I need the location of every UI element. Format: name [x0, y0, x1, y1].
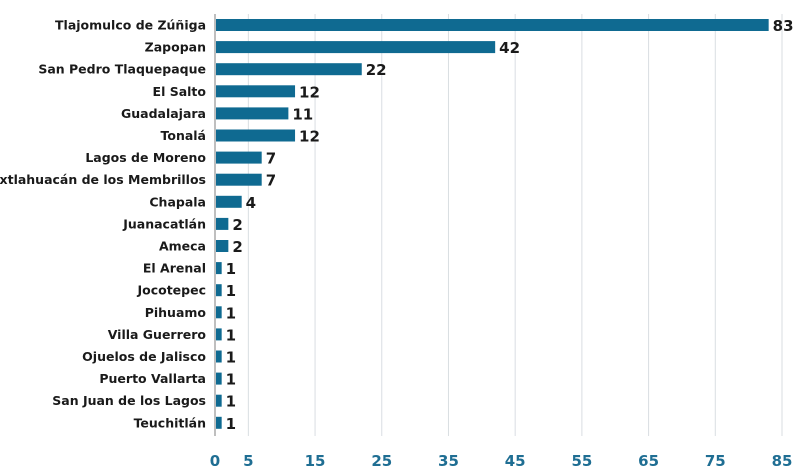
- bar: [216, 328, 222, 341]
- bar: [216, 195, 242, 208]
- x-tick-label-0: 0: [210, 452, 220, 470]
- bars: [216, 19, 769, 429]
- bar: [216, 306, 222, 319]
- x-tick-label-45: 45: [505, 452, 526, 470]
- bar: [216, 416, 222, 429]
- value-label: 2: [232, 238, 242, 256]
- value-label: 7: [266, 150, 276, 168]
- category-label: Chapala: [149, 194, 206, 209]
- value-label: 12: [299, 128, 320, 146]
- value-label: 7: [266, 172, 276, 190]
- category-label: Ixtlahuacán de los Membrillos: [0, 172, 206, 187]
- category-label: Tlajomulco de Zúñiga: [55, 18, 206, 33]
- category-label: Lagos de Moreno: [85, 150, 206, 165]
- bar: [216, 85, 296, 98]
- x-tick-label-35: 35: [438, 452, 459, 470]
- value-label: 22: [366, 61, 387, 79]
- bar: [216, 217, 229, 230]
- bar: [216, 19, 769, 31]
- category-label: Juanacatlán: [122, 216, 206, 231]
- value-label: 1: [226, 326, 236, 344]
- value-label: 1: [226, 349, 236, 367]
- category-label: San Pedro Tlaquepaque: [38, 62, 206, 77]
- value-label: 1: [226, 415, 236, 433]
- value-label: 2: [232, 216, 242, 234]
- x-axis-ticks: 0 5 15 25 35 45 55 65 75 85: [210, 452, 793, 470]
- bar: [216, 107, 289, 120]
- category-label: Puerto Vallarta: [99, 371, 206, 386]
- value-label: 11: [292, 105, 313, 123]
- category-label: Jocotepec: [136, 283, 206, 298]
- x-tick-label-85: 85: [772, 452, 793, 470]
- x-tick-label-5: 5: [243, 452, 253, 470]
- bar: [216, 129, 296, 142]
- category-label: El Arenal: [143, 261, 206, 276]
- bar: [216, 173, 262, 186]
- value-label: 1: [226, 304, 236, 322]
- value-label: 1: [226, 371, 236, 389]
- bar: [216, 350, 222, 363]
- bar: [216, 63, 362, 76]
- bar: [216, 262, 222, 275]
- gridlines: [247, 14, 783, 436]
- value-label: 83: [773, 17, 794, 35]
- category-label: Pihuamo: [145, 305, 207, 320]
- x-tick-label-15: 15: [305, 452, 326, 470]
- bar: [216, 151, 262, 164]
- x-tick-label-65: 65: [638, 452, 659, 470]
- bar: [216, 394, 222, 407]
- category-label: El Salto: [153, 84, 207, 99]
- value-label: 1: [226, 393, 236, 411]
- bar: [216, 41, 496, 54]
- bar: [216, 372, 222, 385]
- x-tick-label-55: 55: [571, 452, 592, 470]
- value-label: 1: [226, 282, 236, 300]
- bar: [216, 240, 229, 252]
- category-label: Villa Guerrero: [108, 327, 207, 342]
- category-label: San Juan de los Lagos: [52, 393, 206, 408]
- category-label: Tonalá: [160, 128, 206, 143]
- value-label: 4: [246, 194, 256, 212]
- bar: [216, 284, 222, 297]
- value-label: 1: [226, 260, 236, 278]
- category-label: Teuchitlán: [134, 415, 206, 430]
- value-label: 12: [299, 83, 320, 101]
- category-label: Zapopan: [145, 40, 206, 55]
- x-tick-label-25: 25: [371, 452, 392, 470]
- x-tick-label-75: 75: [705, 452, 726, 470]
- category-label: Ameca: [159, 239, 206, 254]
- category-labels: Tlajomulco de Zúñiga Zapopan San Pedro Tla…: [0, 18, 206, 431]
- category-label: Guadalajara: [121, 106, 206, 121]
- category-label: Ojuelos de Jalisco: [82, 349, 206, 364]
- value-label: 42: [499, 39, 520, 57]
